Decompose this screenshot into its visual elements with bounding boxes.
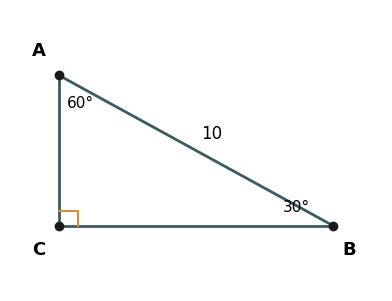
Text: A: A — [32, 42, 46, 60]
Text: 30°: 30° — [282, 200, 310, 215]
Text: C: C — [33, 241, 46, 259]
Text: 60°: 60° — [67, 96, 94, 111]
Text: 10: 10 — [201, 125, 222, 143]
Text: B: B — [342, 241, 356, 259]
